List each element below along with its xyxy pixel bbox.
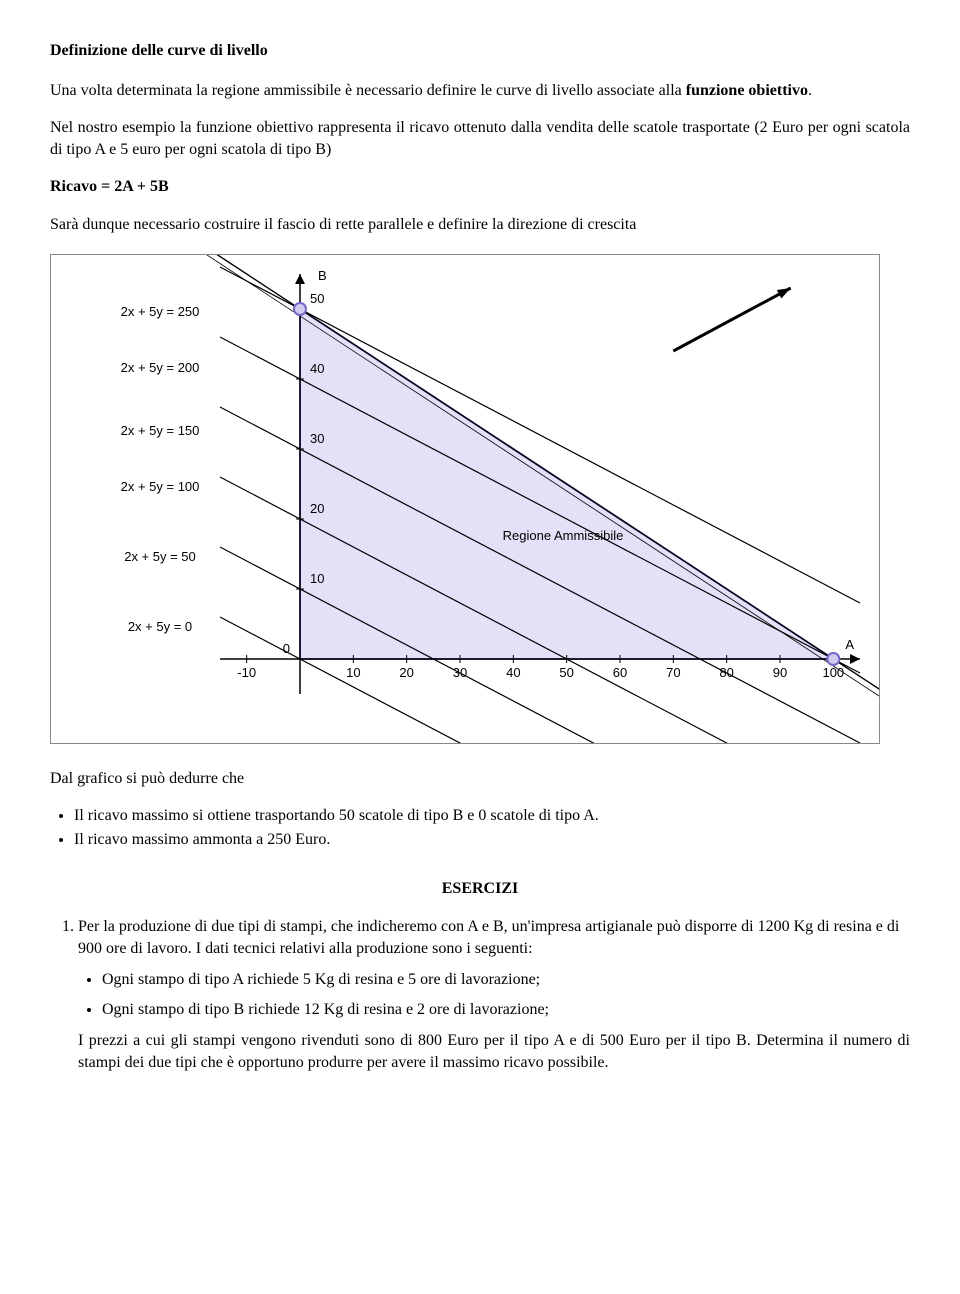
deduce-intro: Dal grafico si può dedurre che [50, 768, 910, 790]
svg-text:2x + 5y = 0: 2x + 5y = 0 [128, 619, 192, 634]
exercise-1-tail: I prezzi a cui gli stampi vengono rivend… [78, 1030, 910, 1073]
svg-text:80: 80 [719, 665, 733, 680]
exercise-item: Per la produzione di due tipi di stampi,… [78, 916, 910, 1074]
paragraph-2: Nel nostro esempio la funzione obiettivo… [50, 117, 910, 160]
paragraph-3: Sarà dunque necessario costruire il fasc… [50, 214, 910, 236]
svg-text:70: 70 [666, 665, 680, 680]
intro-text-2: . [808, 82, 812, 99]
intro-paragraph: Una volta determinata la regione ammissi… [50, 80, 910, 102]
intro-bold: funzione obiettivo [686, 82, 808, 99]
svg-text:2x + 5y = 250: 2x + 5y = 250 [121, 304, 200, 319]
intro-text-1: Una volta determinata la regione ammissi… [50, 82, 686, 99]
svg-text:2x + 5y = 200: 2x + 5y = 200 [121, 360, 200, 375]
level-curves-chart: -10 10 20 30 40 50 60 70 80 90 100 10 20 30 40 50 0 B A Reg… [50, 254, 910, 744]
svg-text:-10: -10 [237, 665, 256, 680]
svg-text:40: 40 [506, 665, 520, 680]
exercise-list: Per la produzione di due tipi di stampi,… [50, 916, 910, 1074]
exercise-1-text: Per la produzione di due tipi di stampi,… [78, 918, 899, 957]
deduce-list: Il ricavo massimo si ottiene trasportand… [50, 805, 910, 850]
svg-text:2x + 5y = 100: 2x + 5y = 100 [121, 479, 200, 494]
list-item: Il ricavo massimo si ottiene trasportand… [74, 805, 910, 827]
svg-text:0: 0 [283, 641, 290, 656]
section-heading: Definizione delle curve di livello [50, 40, 910, 62]
svg-text:40: 40 [310, 361, 324, 376]
svg-text:2x + 5y = 50: 2x + 5y = 50 [124, 549, 196, 564]
svg-text:10: 10 [310, 571, 324, 586]
svg-text:60: 60 [613, 665, 627, 680]
svg-text:90: 90 [773, 665, 787, 680]
svg-text:50: 50 [559, 665, 573, 680]
svg-text:50: 50 [310, 291, 324, 306]
svg-text:20: 20 [310, 501, 324, 516]
svg-text:A: A [845, 637, 854, 652]
list-item: Ogni stampo di tipo B richiede 12 Kg di … [102, 999, 910, 1021]
esercizi-heading: ESERCIZI [50, 878, 910, 900]
svg-text:B: B [318, 268, 327, 283]
svg-text:20: 20 [399, 665, 413, 680]
formula-ricavo: Ricavo = 2A + 5B [50, 176, 910, 198]
svg-text:10: 10 [346, 665, 360, 680]
list-item: Il ricavo massimo ammonta a 250 Euro. [74, 829, 910, 851]
svg-text:30: 30 [453, 665, 467, 680]
exercise-1-sublist: Ogni stampo di tipo A richiede 5 Kg di r… [78, 969, 910, 1020]
svg-text:100: 100 [822, 665, 844, 680]
list-item: Ogni stampo di tipo A richiede 5 Kg di r… [102, 969, 910, 991]
svg-text:2x + 5y = 150: 2x + 5y = 150 [121, 423, 200, 438]
svg-text:Regione Ammissibile: Regione Ammissibile [503, 528, 624, 543]
svg-text:30: 30 [310, 431, 324, 446]
